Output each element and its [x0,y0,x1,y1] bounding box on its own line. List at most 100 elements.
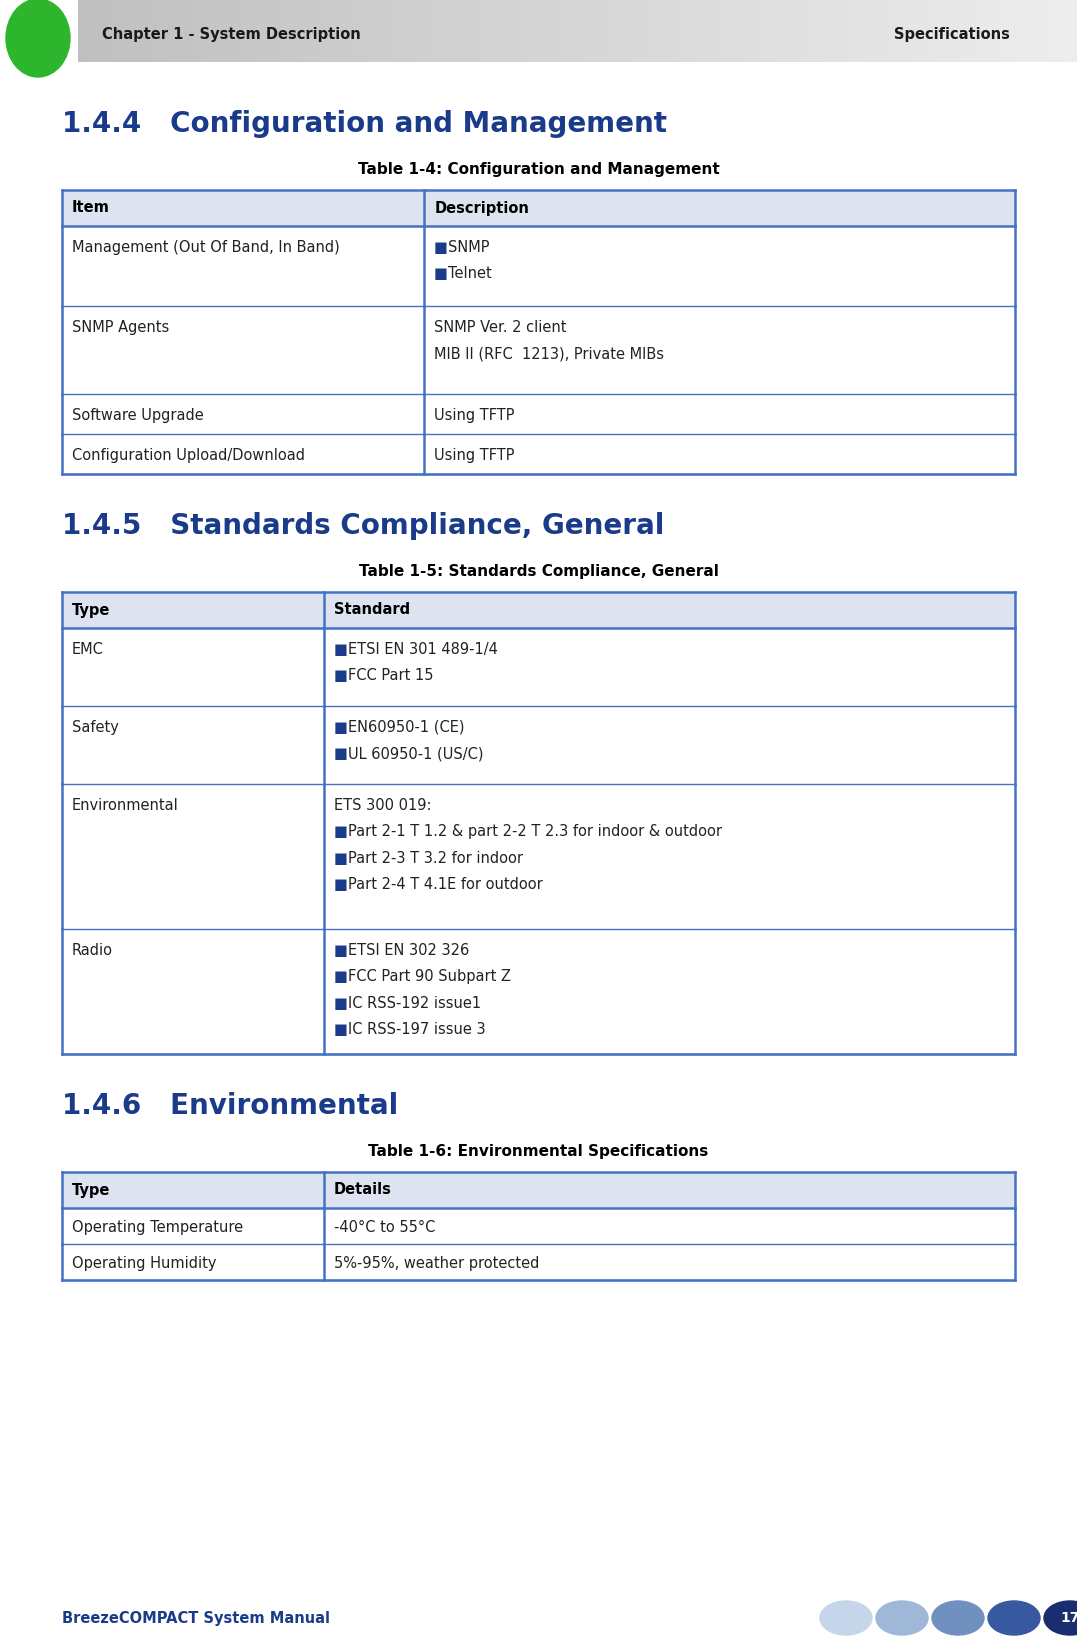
Bar [767,0,771,62]
Bar [284,0,288,62]
Bar [741,0,744,62]
Text: IC RSS-192 issue1: IC RSS-192 issue1 [348,996,481,1010]
Bar [854,0,857,62]
Bar [561,0,564,62]
Bar [131,0,135,62]
Bar [614,0,617,62]
Bar [481,0,485,62]
Bar [251,0,254,62]
Bar [937,0,940,62]
Bar [268,0,271,62]
Bar [281,0,284,62]
Bar [571,0,574,62]
Text: Table 1-5: Standards Compliance, General: Table 1-5: Standards Compliance, General [359,564,718,578]
Bar [694,0,698,62]
Bar [62,706,1015,784]
Bar [730,0,735,62]
Bar [135,0,138,62]
Text: Specifications: Specifications [894,26,1010,41]
Bar [1074,0,1077,62]
Bar [644,0,647,62]
Bar [448,0,451,62]
Ellipse shape [6,0,70,77]
Bar [488,0,491,62]
Bar [830,0,834,62]
Bar [634,0,638,62]
Bar [88,0,92,62]
Bar [294,0,297,62]
Bar [1024,0,1027,62]
Bar [778,0,781,62]
Text: 5%-95%, weather protected: 5%-95%, weather protected [334,1255,540,1272]
Bar [148,0,151,62]
Text: ■: ■ [334,746,348,761]
Bar [864,0,867,62]
Bar [808,0,811,62]
Bar [781,0,784,62]
Bar [744,0,747,62]
Bar [62,1171,1015,1208]
Bar [451,0,454,62]
Bar [178,0,181,62]
Bar [297,0,302,62]
Bar [372,0,375,62]
Bar [647,0,651,62]
Bar [467,0,471,62]
Bar [904,0,907,62]
Bar [232,0,235,62]
Bar [261,0,265,62]
Bar [62,1244,1015,1280]
Text: MIB II (RFC  1213), Private MIBs: MIB II (RFC 1213), Private MIBs [434,347,665,361]
Bar [844,0,848,62]
Bar [171,0,174,62]
Bar [205,0,208,62]
Bar [611,0,614,62]
Bar [440,0,445,62]
Text: Item: Item [72,200,110,215]
Text: Radio: Radio [72,943,113,958]
Bar [708,0,711,62]
Bar [331,0,335,62]
Bar [278,0,281,62]
Text: UL 60950-1 (US/C): UL 60950-1 (US/C) [348,746,484,761]
Bar [111,0,114,62]
Bar [698,0,701,62]
Bar [437,0,440,62]
Text: Telnet: Telnet [448,266,492,281]
Bar [168,0,171,62]
Bar [1040,0,1044,62]
Bar [1057,0,1061,62]
Text: Table 1-4: Configuration and Management: Table 1-4: Configuration and Management [358,163,719,177]
Text: ■: ■ [434,240,448,255]
Bar [674,0,677,62]
Bar [794,0,797,62]
Text: IC RSS-197 issue 3: IC RSS-197 issue 3 [348,1022,486,1037]
Text: ■: ■ [334,877,348,892]
Bar [921,0,924,62]
Bar [471,0,474,62]
Bar [791,0,794,62]
Bar [162,0,165,62]
Bar [867,0,870,62]
Text: Environmental: Environmental [72,798,179,813]
Bar [62,628,1015,706]
Bar [727,0,730,62]
Bar [388,0,391,62]
Bar [665,0,668,62]
Text: ■: ■ [334,669,348,683]
Bar [361,0,364,62]
Bar [528,0,531,62]
Text: Type: Type [72,603,110,618]
Bar [873,0,877,62]
Bar [803,0,808,62]
Bar [891,0,894,62]
Bar [913,0,918,62]
Bar [641,0,644,62]
Text: Standard: Standard [334,603,410,618]
Bar [620,0,624,62]
Bar [431,0,434,62]
Bar [584,0,587,62]
Text: ■: ■ [334,825,348,840]
Text: ETSI EN 302 326: ETSI EN 302 326 [348,943,470,958]
Bar [257,0,261,62]
